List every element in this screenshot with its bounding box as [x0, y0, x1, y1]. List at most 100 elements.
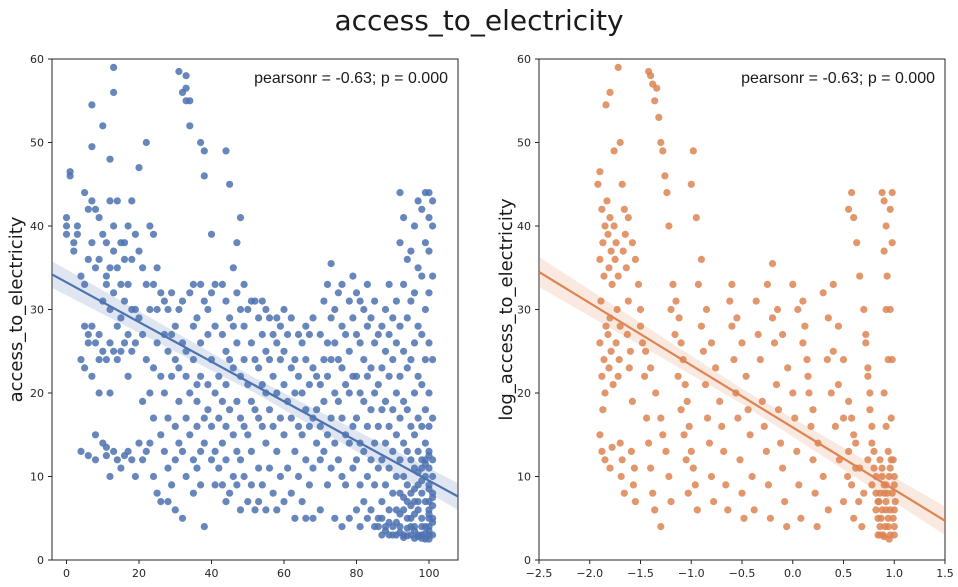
data-point [200, 523, 208, 531]
data-point [363, 422, 371, 430]
data-point [634, 280, 643, 288]
data-point [407, 456, 415, 464]
data-point [77, 447, 85, 455]
data-point [400, 280, 408, 288]
data-point [403, 406, 411, 414]
x-tick-label: −2.0 [576, 567, 603, 580]
data-point [381, 347, 390, 355]
data-point [110, 289, 118, 297]
data-point [886, 305, 894, 314]
y-tick-label: 0 [524, 554, 531, 567]
data-point [662, 447, 670, 455]
data-point [280, 431, 288, 439]
data-point [244, 431, 252, 439]
y-tick-label: 20 [517, 387, 531, 400]
data-point [824, 314, 832, 322]
data-point [601, 222, 609, 230]
data-point [414, 414, 422, 422]
data-point [356, 523, 364, 531]
data-point [777, 439, 785, 447]
data-point [149, 230, 158, 238]
data-point [106, 264, 114, 272]
data-point [189, 280, 197, 288]
data-point [655, 113, 663, 121]
data-point [218, 397, 226, 405]
data-point [204, 406, 212, 414]
data-point [819, 289, 827, 297]
data-point [186, 122, 194, 130]
data-point [211, 322, 219, 330]
y-tick-label: 30 [30, 304, 44, 317]
data-point [222, 456, 230, 464]
data-point [614, 272, 622, 280]
data-point [804, 372, 812, 380]
data-point [697, 255, 706, 263]
data-point [878, 472, 886, 481]
data-point [84, 339, 92, 347]
data-point [320, 447, 328, 455]
data-point [789, 389, 797, 397]
data-point [345, 389, 353, 397]
data-point [363, 322, 371, 330]
y-tick-label: 30 [517, 304, 531, 317]
data-point [407, 356, 415, 364]
data-point [233, 339, 241, 347]
data-point [291, 356, 299, 364]
data-point [425, 485, 433, 493]
data-point [629, 481, 638, 489]
data-point [229, 364, 237, 372]
data-point [890, 531, 898, 539]
data-point [323, 372, 332, 380]
data-point [647, 72, 655, 80]
data-point [160, 447, 168, 455]
data-point [728, 322, 736, 330]
data-point [396, 456, 404, 464]
data-point [200, 172, 208, 180]
data-point [316, 422, 324, 430]
data-point [142, 447, 150, 455]
data-point [84, 205, 92, 213]
data-point [363, 472, 371, 481]
data-point [599, 406, 607, 414]
data-point [625, 364, 633, 372]
data-point [768, 260, 777, 268]
data-point [783, 523, 791, 531]
data-point [146, 222, 154, 230]
data-point [839, 356, 848, 364]
data-point [352, 372, 361, 380]
data-point [255, 464, 263, 472]
data-point [327, 314, 335, 322]
data-point [389, 356, 397, 364]
data-point [197, 372, 205, 380]
data-point [215, 464, 223, 472]
data-point [222, 347, 230, 355]
data-point [425, 247, 433, 255]
data-point [168, 289, 176, 297]
data-point [349, 272, 357, 280]
data-point [770, 339, 779, 347]
data-point [617, 472, 625, 481]
data-point [280, 381, 288, 389]
data-point [313, 439, 321, 447]
data-point [801, 322, 809, 330]
data-point [117, 464, 125, 472]
data-point [848, 189, 856, 197]
plot-area [52, 63, 458, 543]
data-point [596, 255, 604, 263]
data-point [760, 422, 768, 430]
data-point [880, 389, 888, 397]
data-point [207, 289, 216, 297]
data-point [429, 414, 437, 422]
data-point [211, 389, 219, 397]
data-point [410, 527, 419, 535]
data-point [193, 464, 201, 472]
data-point [338, 280, 346, 288]
data-point [258, 330, 266, 339]
data-point [99, 347, 107, 355]
data-point [429, 493, 437, 501]
data-point [429, 518, 437, 527]
data-point [182, 84, 190, 92]
data-point [738, 339, 746, 347]
data-point [699, 347, 708, 355]
data-point [883, 489, 891, 497]
